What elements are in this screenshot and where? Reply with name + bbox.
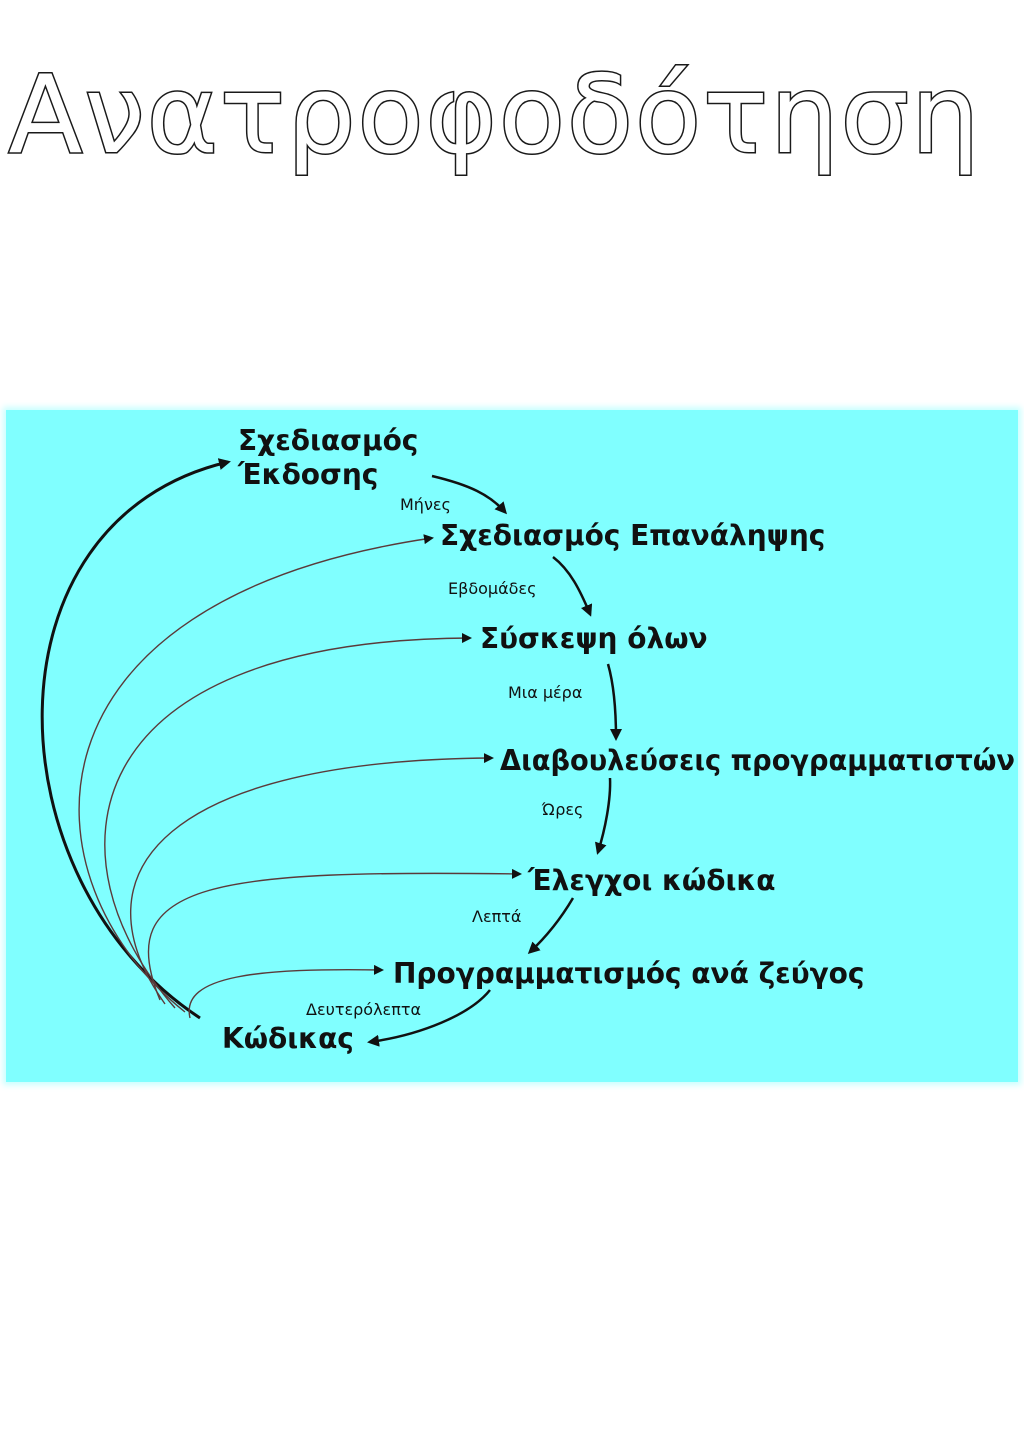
duration-minutes: Λεπτά — [472, 907, 521, 926]
arc-to-pairing — [188, 964, 384, 1019]
arc-to-release — [40, 458, 231, 1020]
duration-seconds: Δευτερόλεπτα — [306, 1000, 421, 1019]
node-release-line2: Έκδοσης — [237, 458, 378, 491]
arrow-iteration-to-standup — [552, 556, 593, 617]
arc-to-tests — [147, 868, 522, 1001]
arrow-standup-to-negotiation — [606, 663, 622, 741]
duration-hours: Ώρες — [541, 800, 583, 819]
arrow-tests-to-pairing — [527, 897, 575, 955]
node-pairing: Προγραμματισμός ανά ζεύγος — [393, 957, 865, 990]
node-tests: Έλεγχοι κώδικα — [527, 864, 776, 897]
node-iteration: Σχεδιασμός Επανάληψης — [440, 519, 825, 552]
diagram-panel — [6, 410, 1018, 1082]
arrow-release-to-iteration — [431, 474, 507, 515]
arc-to-iteration — [78, 534, 434, 1013]
node-negotiation: Διαβουλεύσεις προγραμματιστών — [500, 744, 1015, 777]
node-code: Κώδικας — [222, 1022, 354, 1055]
node-release-line1: Σχεδιασμός — [238, 424, 418, 457]
duration-weeks: Εβδομάδες — [448, 579, 536, 598]
arrow-pairing-to-code — [367, 989, 491, 1047]
arc-to-negotiation — [130, 753, 494, 1005]
duration-one-day: Μια μέρα — [508, 683, 582, 702]
duration-months: Μήνες — [400, 495, 451, 514]
arc-to-standup — [104, 633, 472, 1009]
slide-title: Ανατροφοδότηση — [7, 53, 982, 178]
node-standup: Σύσκεψη όλων — [480, 622, 708, 655]
arrow-negotiation-to-tests — [595, 777, 612, 855]
